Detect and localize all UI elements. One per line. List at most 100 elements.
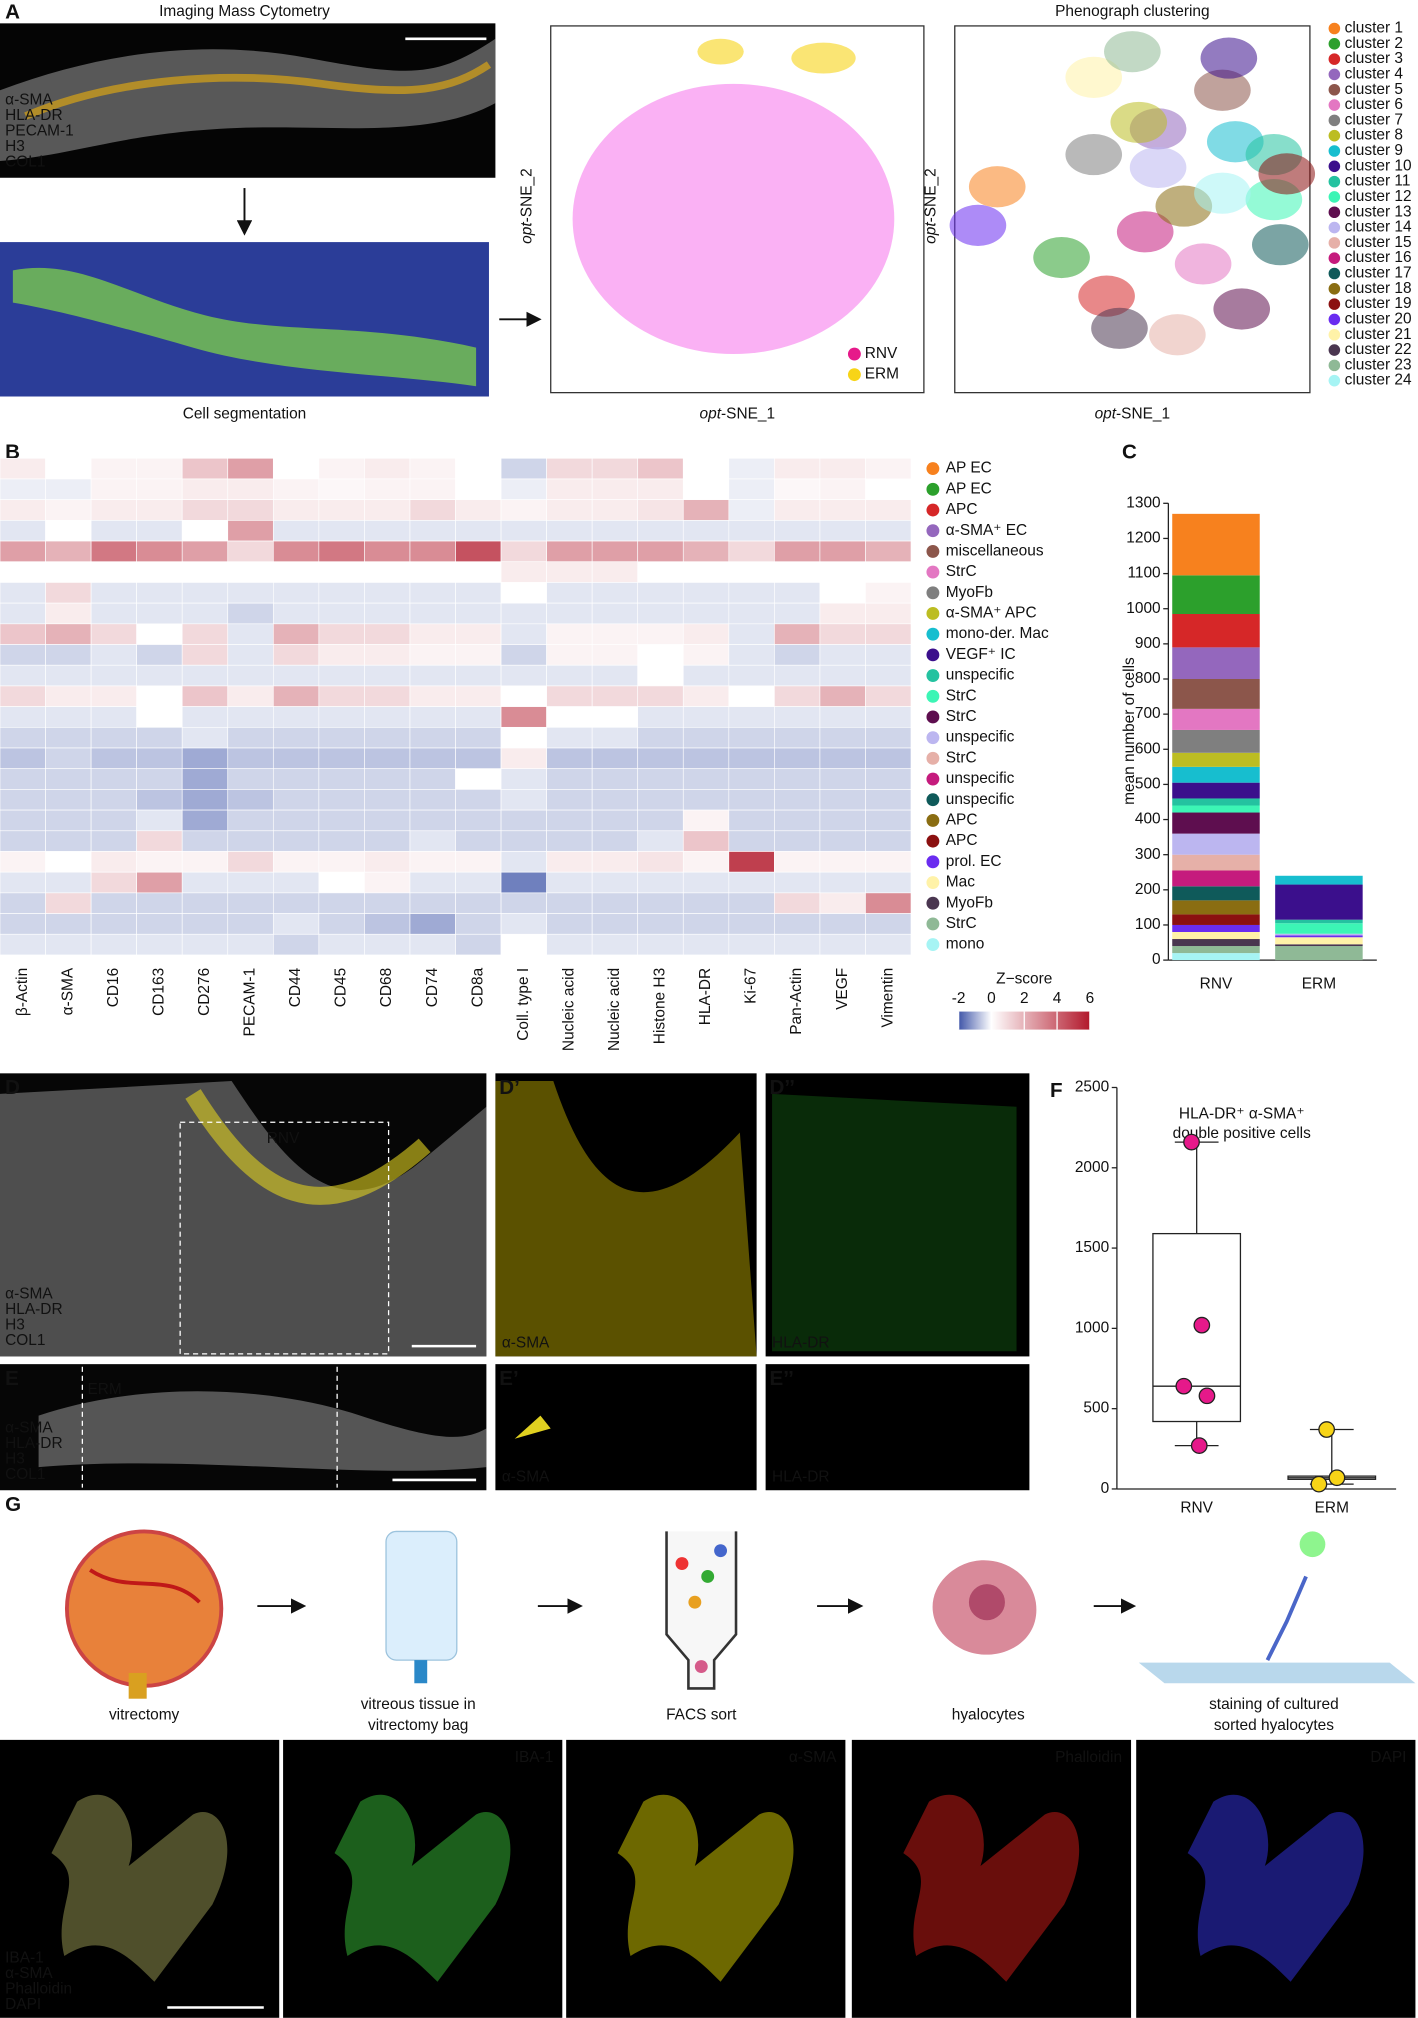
heatmap-cell [500, 520, 547, 542]
chart-title: double positive cells [1173, 1125, 1311, 1142]
roi-box [179, 1121, 390, 1355]
heatmap-cell [227, 478, 274, 500]
heatmap-cell [181, 892, 229, 914]
heatmap-cell [45, 602, 92, 625]
step-caption: hyalocytes [952, 1707, 1025, 1724]
heatmap-cell [591, 644, 639, 666]
heatmap-cell [181, 706, 229, 728]
heatmap-cell [455, 685, 502, 707]
heatmap-cell [865, 789, 912, 811]
heatmap-cell [136, 520, 183, 542]
row-swatch [926, 855, 940, 869]
chart-title: HLA-DR⁺ α-SMA⁺ [1179, 1106, 1305, 1123]
column-label: Nucleic acid [606, 968, 623, 1051]
heatmap-cell [272, 747, 320, 770]
tsne-region [1194, 69, 1251, 111]
heatmap-cell [272, 768, 320, 790]
cell-signal [1187, 1794, 1364, 1982]
heatmap-cell [227, 457, 274, 480]
heatmap-cell [272, 478, 320, 500]
row-label: unspecific [946, 729, 1015, 746]
heatmap-cell [682, 520, 730, 542]
row-swatch [926, 751, 940, 765]
axis-label-rest: -SNE_1 [721, 406, 775, 423]
heatmap-cell [774, 644, 821, 666]
heatmap-cell [682, 789, 730, 811]
legend-swatch [1328, 99, 1341, 111]
heatmap-cell [455, 747, 502, 770]
heatmap-cell [500, 830, 547, 852]
bar-segment [1172, 513, 1260, 576]
heatmap-cell [136, 582, 183, 604]
heatmap-cell [0, 933, 46, 956]
cell-dot [688, 1595, 702, 1609]
y-axis-label: mean number of cells [1121, 657, 1138, 805]
heatmap-cell [682, 582, 730, 604]
row-swatch [926, 462, 940, 476]
heatmap-cell [272, 457, 320, 480]
heatmap-cell [364, 809, 411, 832]
column-label: Pan-Actin [788, 968, 805, 1035]
heatmap-cell [272, 623, 320, 645]
heatmap-cell [455, 561, 502, 583]
heatmap-cell [90, 561, 137, 583]
heatmap-cell [409, 623, 456, 645]
heatmap-cell [546, 685, 593, 707]
heatmap-cell [774, 789, 821, 811]
row-label: unspecific [946, 791, 1015, 808]
heatmap-cell [409, 768, 456, 790]
column-label: CD68 [378, 968, 395, 1007]
heatmap-cell [728, 747, 775, 770]
legend-swatch [1328, 283, 1341, 295]
heatmap-cell [819, 644, 866, 666]
heatmap-cell [318, 933, 365, 956]
row-swatch [926, 689, 940, 703]
heatmap-cell [455, 540, 502, 563]
channel-label: IBA-1 [515, 1749, 554, 1766]
heatmap-cell [227, 851, 274, 873]
heatmap-cell [865, 664, 912, 687]
tsne-region [1252, 224, 1309, 266]
bar-segment [1172, 575, 1260, 614]
heatmap-cell [0, 706, 46, 728]
heatmap-cell [0, 685, 46, 707]
heatmap-cell [774, 830, 821, 852]
heatmap-cell [819, 664, 866, 687]
e-dprime-image [765, 1364, 1030, 1491]
column-label: Nucleic acid [560, 968, 577, 1051]
panel-label: B [5, 441, 20, 464]
heatmap-cell [90, 871, 137, 894]
column-label: Histone H3 [652, 968, 669, 1044]
heatmap-cell [90, 540, 137, 563]
heatmap-cell [455, 789, 502, 811]
heatmap-cell [364, 685, 411, 707]
legend-label: RNV [865, 345, 898, 362]
legend-swatch [1328, 129, 1341, 142]
heatmap-cell [90, 830, 137, 852]
d-tissue [185, 1089, 431, 1205]
heatmap-cell [364, 623, 411, 645]
axis-label-italic: opt [923, 222, 940, 244]
heatmap-cell [272, 582, 320, 604]
stain-image [566, 1739, 846, 2018]
legend-label: cluster 16 [1345, 249, 1412, 266]
tsne-region [1194, 172, 1251, 214]
channel-label: DAPI [1370, 1749, 1406, 1766]
heatmap-cell [90, 478, 137, 500]
fluorophore-icon [1299, 1531, 1326, 1558]
heatmap-cell [136, 851, 183, 873]
heatmap-cell [591, 478, 639, 500]
heatmap-cell [591, 499, 639, 521]
bag-valve [414, 1660, 428, 1684]
heatmap-cell [455, 726, 502, 749]
heatmap-cell [272, 809, 320, 832]
cell-signal [617, 1794, 794, 1982]
axis-label-italic: opt [700, 406, 722, 423]
x-tick-label: ERM [1302, 976, 1336, 993]
heatmap-cell [546, 747, 593, 770]
heatmap-cell [819, 499, 866, 521]
y-tick-label: 500 [1135, 775, 1161, 792]
heatmap-cell [819, 478, 866, 500]
heatmap-cell [865, 747, 912, 770]
heatmap-cell [227, 602, 274, 625]
